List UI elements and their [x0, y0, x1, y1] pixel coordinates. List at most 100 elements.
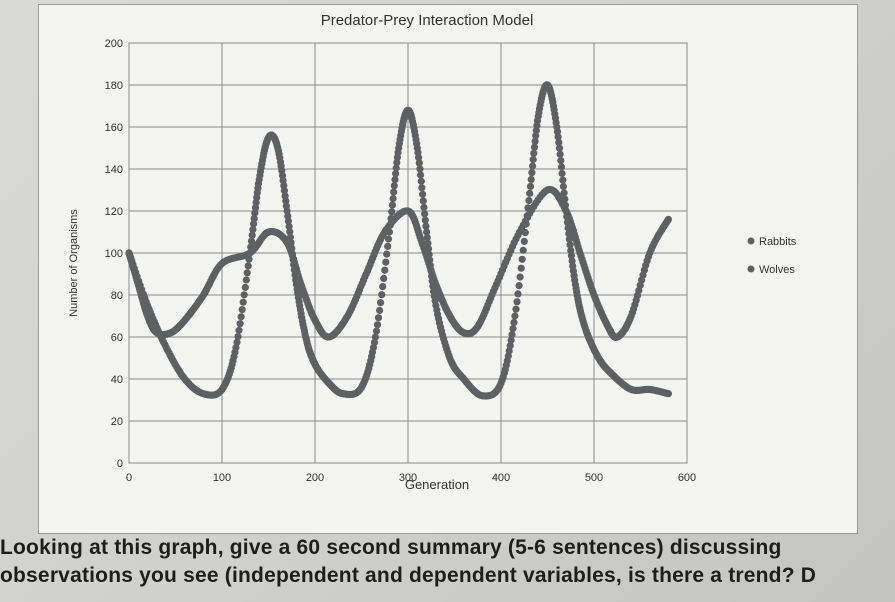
data-point-rabbits — [389, 195, 397, 203]
worksheet-paper: Predator-Prey Interaction Model Generati… — [38, 4, 858, 534]
data-point-rabbits — [508, 331, 516, 339]
data-point-rabbits — [381, 266, 389, 274]
data-point-rabbits — [557, 157, 565, 165]
data-point-rabbits — [242, 276, 250, 284]
data-point-rabbits — [507, 336, 515, 344]
data-point-rabbits — [390, 182, 398, 190]
gridlines — [128, 42, 688, 464]
data-point-rabbits — [250, 220, 258, 228]
data-point-rabbits — [556, 150, 564, 158]
data-point-rabbits — [250, 214, 258, 222]
legend-label-wolves: Wolves — [759, 264, 795, 276]
data-point-rabbits — [520, 237, 528, 245]
data-point-rabbits — [236, 320, 244, 328]
data-point-rabbits — [419, 190, 427, 198]
y-tick-label: 60 — [111, 332, 123, 344]
data-point-rabbits — [372, 327, 381, 335]
x-tick-label: 600 — [678, 472, 696, 484]
data-point-rabbits — [416, 165, 424, 173]
data-point-rabbits — [519, 246, 527, 254]
legend-label-rabbits: Rabbits — [759, 236, 797, 248]
data-point-rabbits — [249, 226, 257, 234]
data-point-rabbits — [530, 143, 539, 151]
data-point-rabbits — [510, 318, 518, 326]
data-point-rabbits — [559, 176, 567, 184]
data-point-rabbits — [557, 163, 566, 171]
data-point-rabbits — [247, 237, 256, 245]
data-point-rabbits — [383, 250, 391, 258]
data-point-rabbits — [376, 306, 384, 314]
data-point-rabbits — [516, 273, 524, 281]
data-point-rabbits — [553, 128, 562, 136]
data-point-rabbits — [511, 312, 519, 320]
chart-background — [39, 5, 857, 533]
y-tick-label: 180 — [105, 80, 123, 92]
y-tick-label: 0 — [117, 458, 123, 470]
legend: Rabbits Wolves — [747, 236, 797, 276]
data-point-rabbits — [417, 177, 425, 185]
data-point-rabbits — [286, 228, 294, 236]
data-series — [125, 81, 673, 400]
data-point-rabbits — [531, 137, 539, 145]
data-point-rabbits — [418, 184, 426, 192]
data-point-rabbits — [506, 342, 514, 350]
data-point-rabbits — [392, 164, 400, 172]
data-point-rabbits — [379, 283, 387, 291]
data-point-rabbits — [664, 390, 673, 398]
data-point-rabbits — [371, 333, 379, 341]
data-point-rabbits — [566, 241, 574, 249]
data-point-rabbits — [378, 291, 386, 299]
data-point-rabbits — [237, 313, 245, 321]
data-point-rabbits — [388, 201, 396, 209]
data-point-rabbits — [235, 326, 243, 334]
data-point-rabbits — [415, 159, 423, 167]
data-point-rabbits — [233, 338, 241, 346]
y-tick-label: 80 — [111, 290, 123, 302]
data-point-rabbits — [382, 258, 390, 266]
y-tick-label: 40 — [111, 374, 123, 386]
data-point-rabbits — [244, 262, 252, 270]
data-point-rabbits — [513, 298, 521, 306]
y-tick-label: 200 — [105, 38, 123, 50]
legend-marker — [747, 265, 755, 273]
data-point-rabbits — [238, 306, 246, 314]
x-tick-label: 300 — [399, 472, 417, 484]
series-wolves — [125, 185, 673, 341]
data-point-rabbits — [377, 299, 385, 307]
data-point-wolves — [664, 215, 673, 223]
x-tick-label: 0 — [126, 472, 132, 484]
x-tick-label: 400 — [492, 472, 510, 484]
question-line-1: Looking at this graph, give a 60 second … — [0, 536, 782, 559]
data-point-rabbits — [515, 282, 523, 290]
data-point-rabbits — [529, 155, 537, 164]
data-point-rabbits — [554, 133, 562, 141]
data-point-rabbits — [393, 159, 401, 167]
data-point-rabbits — [423, 228, 431, 236]
data-point-rabbits — [384, 235, 393, 243]
data-point-rabbits — [421, 210, 429, 218]
question-line-2: observations you see (independent and de… — [0, 564, 817, 587]
data-point-rabbits — [240, 291, 248, 299]
y-tick-label: 140 — [105, 164, 123, 176]
data-point-rabbits — [555, 144, 564, 152]
y-tick-label: 160 — [105, 122, 123, 134]
data-point-rabbits — [239, 298, 247, 306]
data-point-rabbits — [558, 169, 566, 178]
data-point-rabbits — [384, 242, 392, 250]
data-point-rabbits — [514, 290, 522, 298]
data-point-rabbits — [248, 231, 256, 239]
data-point-rabbits — [526, 182, 535, 190]
data-point-rabbits — [284, 217, 292, 225]
data-point-rabbits — [529, 162, 537, 170]
data-point-rabbits — [415, 154, 423, 162]
data-point-rabbits — [380, 274, 388, 282]
data-point-rabbits — [525, 196, 533, 205]
y-axis-label: Number of Organisms — [68, 209, 80, 317]
x-tick-label: 100 — [213, 472, 231, 484]
data-point-rabbits — [421, 216, 429, 224]
y-tick-label: 100 — [105, 248, 123, 260]
data-point-rabbits — [374, 314, 383, 322]
data-point-rabbits — [370, 338, 379, 346]
axis-ticks: 0 20 40 60 80 100 120 140 160 180 200 0 100 200 300 400… — [105, 38, 697, 484]
data-point-rabbits — [419, 197, 427, 205]
